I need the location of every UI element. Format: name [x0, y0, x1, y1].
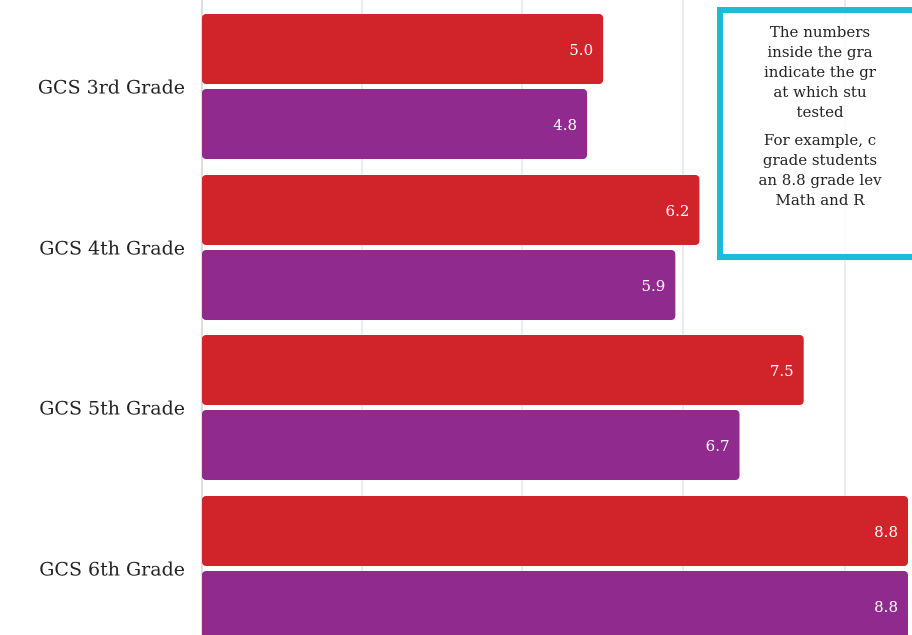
bar-4-series-1 [202, 496, 908, 566]
bar-1-series-2 [202, 89, 588, 159]
category-label-2: GCS 4th Grade [39, 238, 185, 260]
note-paragraph-1: The numbers inside the gra indicate the … [764, 23, 876, 121]
bar-value-label-1-2: 4.8 [553, 116, 577, 134]
bar-3-series-2 [202, 410, 740, 480]
bar-value-label-2-1: 6.2 [666, 202, 690, 220]
bar-value-label-2-2: 5.9 [641, 277, 665, 295]
category-label-1: GCS 3rd Grade [38, 77, 185, 99]
bar-1-series-1 [202, 14, 604, 84]
bar-value-label-3-1: 7.5 [770, 362, 794, 380]
category-label-3: GCS 5th Grade [39, 398, 185, 420]
bar-value-label-1-1: 5.0 [569, 41, 593, 59]
bar-value-label-4-1: 8.8 [874, 523, 898, 541]
explanation-note: The numbers inside the gra indicate the … [717, 7, 912, 260]
category-labels: GCS 3rd Grade GCS 4th Grade GCS 5th Grade G… [38, 77, 185, 581]
bar-value-label-4-2: 8.8 [874, 598, 898, 616]
bars: 5.0 4.8 6.2 5.9 7.5 6.7 8.8 8.8 [202, 14, 908, 635]
note-paragraph-2: For example, c grade students an 8.8 gra… [758, 131, 882, 209]
bar-2-series-1 [202, 175, 700, 245]
bar-3-series-1 [202, 335, 804, 405]
category-label-4: GCS 6th Grade [39, 559, 185, 581]
bar-2-series-2 [202, 250, 676, 320]
bar-4-series-2 [202, 571, 908, 635]
bar-value-label-3-2: 6.7 [706, 437, 730, 455]
